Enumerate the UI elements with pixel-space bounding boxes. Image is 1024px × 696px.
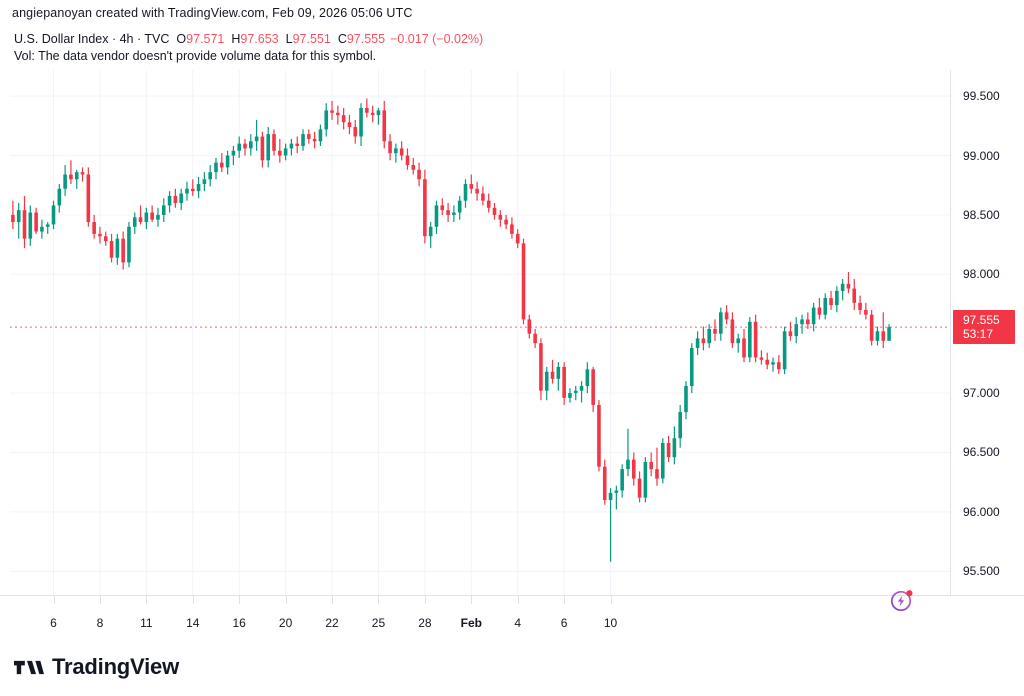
price-tick-label: 97.000 xyxy=(963,386,1000,401)
time-tick-mark xyxy=(564,596,566,604)
time-tick-label: 11 xyxy=(140,616,153,630)
legend-high-value: 97.653 xyxy=(240,32,279,46)
time-axis[interactable]: 6 8 11 14 16 20 22 25 28 Feb 4 6 10 xyxy=(0,595,1024,646)
time-tick-label: 20 xyxy=(278,616,293,630)
time-tick-label: 22 xyxy=(325,616,339,630)
legend-volume-note: Vol: The data vendor doesn't provide vol… xyxy=(14,49,377,63)
time-tick-mark xyxy=(192,596,194,604)
legend-symbol-row: U.S. Dollar Index · 4h · TVC O97.571 H97.6… xyxy=(14,31,483,48)
time-tick-label: Feb xyxy=(460,616,482,630)
legend-sep-2: · xyxy=(133,32,145,46)
tradingview-logo[interactable]: TradingView xyxy=(14,654,179,680)
tradingview-logo-icon xyxy=(14,660,44,674)
legend-low-key: L xyxy=(285,32,293,46)
legend-symbol[interactable]: U.S. Dollar Index xyxy=(14,32,109,46)
time-tick-label: 6 xyxy=(560,616,568,630)
legend-open-value: 97.571 xyxy=(186,32,225,46)
time-tick-label: 6 xyxy=(50,616,57,630)
time-tick-mark xyxy=(99,596,101,604)
vertical-gridlines xyxy=(53,70,612,595)
time-tick-mark xyxy=(471,596,473,604)
time-tick-mark xyxy=(285,596,287,604)
legend-low-value: 97.551 xyxy=(292,32,331,46)
time-tick-label: 25 xyxy=(371,616,386,630)
time-tick-mark xyxy=(239,596,241,604)
bar-countdown: 53:17 xyxy=(963,327,994,342)
price-axis[interactable]: 99.500 99.000 98.500 98.000 97.000 96.500 96.0… xyxy=(950,70,1024,595)
time-tick-label: 16 xyxy=(232,616,246,630)
legend-exchange: TVC xyxy=(144,32,170,46)
tradingview-wordmark: TradingView xyxy=(52,654,179,679)
price-tick-label: 96.500 xyxy=(963,445,1000,460)
time-tick-label: 14 xyxy=(186,616,200,630)
price-tick-label: 99.000 xyxy=(963,148,1000,163)
current-price-value: 97.555 xyxy=(963,313,1000,328)
time-tick-mark xyxy=(424,596,426,604)
candlestick-svg xyxy=(10,70,950,595)
price-tick-label: 98.500 xyxy=(963,207,1000,222)
time-tick-label: 10 xyxy=(603,616,618,630)
time-tick-mark xyxy=(146,596,148,604)
time-tick-mark xyxy=(517,596,519,604)
legend-change: −0.017 (−0.02%) xyxy=(390,32,484,46)
time-tick-mark xyxy=(332,596,334,604)
legend-high-key: H xyxy=(231,32,241,46)
current-price-badge: 97.555 53:17 xyxy=(953,310,1015,345)
attribution-text: angiepanoyan created with TradingView.co… xyxy=(12,6,413,20)
legend-open-key: O xyxy=(176,32,187,46)
price-tick-label: 98.000 xyxy=(963,267,1000,282)
time-tick-label: 28 xyxy=(418,616,432,630)
time-tick-label: 4 xyxy=(514,616,522,630)
legend-close-value: 97.555 xyxy=(346,32,386,46)
time-tick-mark xyxy=(378,596,380,604)
time-tick-label: 8 xyxy=(96,616,104,630)
legend-interval[interactable]: 4h xyxy=(119,32,134,46)
legend-close-key: C xyxy=(337,32,347,46)
chart-legend: U.S. Dollar Index · 4h · TVC O97.571 H97.6… xyxy=(14,31,483,65)
time-tick-mark xyxy=(53,596,55,604)
price-tick-label: 96.000 xyxy=(963,504,1000,519)
legend-sep-1: · xyxy=(108,32,120,46)
candle-series xyxy=(11,98,891,562)
time-tick-mark xyxy=(610,596,612,604)
candlestick-plot-area[interactable] xyxy=(10,70,950,595)
price-tick-label: 99.500 xyxy=(963,89,1000,104)
lightning-bolt-icon[interactable] xyxy=(889,587,915,613)
horizontal-gridlines xyxy=(10,95,950,572)
price-tick-label: 95.500 xyxy=(963,564,1000,579)
